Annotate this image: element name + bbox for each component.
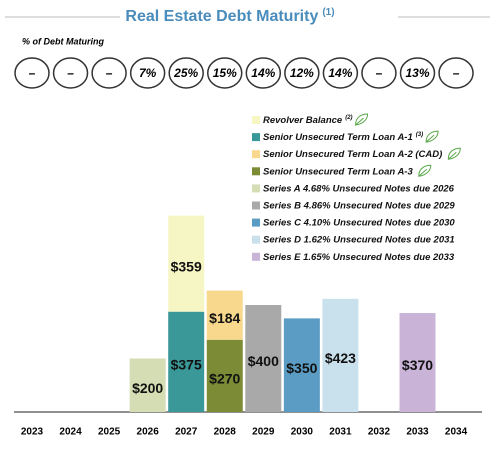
x-tick-label: 2029 (252, 427, 275, 438)
pct-circle (168, 57, 204, 89)
legend-name: Senior Unsecured Term Loan A-2 (CAD) (263, 149, 442, 160)
pct-circle (361, 57, 397, 89)
pct-label: 12% (290, 66, 314, 80)
x-tick-label: 2027 (175, 427, 198, 438)
legend-name: Series D 1.62% Unsecured Notes due 2031 (263, 234, 455, 245)
bar-segment (245, 305, 282, 412)
pct-label: 25% (173, 66, 198, 80)
leaf-icon (355, 113, 369, 126)
legend-swatch (252, 150, 260, 159)
legend-swatch (252, 184, 260, 193)
leaf-icon (447, 147, 461, 160)
x-tick-label: 2024 (59, 427, 82, 438)
x-tick-label: 2028 (214, 427, 237, 438)
value-label: $375 (171, 357, 202, 373)
pct-circle (91, 57, 127, 89)
subtitle: % of Debt Maturing (22, 36, 104, 46)
legend-entry: Series E 1.65% Unsecured Notes due 2033 (263, 251, 455, 262)
legend-footnote: (3) (416, 132, 423, 138)
legend-entry: Senior Unsecured Term Loan A-3 (263, 166, 413, 177)
title-note: (1) (322, 7, 334, 18)
legend-name: Series B 4.86% Unsecured Notes due 2029 (263, 200, 455, 211)
x-tick-label: 2032 (368, 427, 391, 438)
bar-segment (129, 358, 166, 412)
pct-circle (207, 57, 243, 89)
legend-footnote: (2) (345, 115, 352, 121)
bar-segment (168, 215, 205, 312)
bar-segment (206, 290, 243, 340)
bar-segment (168, 311, 205, 412)
value-label: $423 (325, 350, 356, 366)
pct-label: 7% (139, 66, 157, 80)
bar-segment (322, 298, 359, 412)
legend-swatch (252, 116, 260, 124)
chart-title: Real Estate Debt Maturity (1) (125, 7, 334, 26)
pct-label: – (376, 66, 383, 80)
legend-entry: Series A 4.68% Unsecured Notes due 2026 (263, 183, 455, 194)
pct-circle (399, 57, 436, 89)
legend-entry: Series C 4.10% Unsecured Notes due 2030 (263, 217, 455, 228)
legend-entry: Series D 1.62% Unsecured Notes due 2031 (263, 234, 455, 245)
value-label: $400 (248, 353, 279, 369)
pct-label: – (29, 66, 36, 80)
x-tick-label: 2025 (98, 427, 121, 438)
title-text: Real Estate Debt Maturity (125, 8, 318, 25)
value-label: $370 (402, 357, 433, 373)
pct-circle (245, 57, 282, 89)
legend-swatch (252, 167, 260, 176)
bar-segment (206, 339, 243, 412)
value-label: $270 (209, 371, 240, 387)
x-tick-label: 2023 (21, 427, 44, 438)
legend-swatch (252, 218, 260, 227)
legend-swatch (252, 201, 260, 210)
legend-name: Senior Unsecured Term Loan A-1 (263, 132, 413, 143)
pct-label: 13% (405, 66, 429, 80)
pct-label: – (106, 66, 113, 80)
legend-entry: Senior Unsecured Term Loan A-2 (CAD) (263, 149, 442, 160)
x-tick-label: 2030 (291, 427, 314, 438)
legend-name: Senior Unsecured Term Loan A-3 (263, 166, 413, 177)
x-tick-label: 2033 (406, 427, 429, 438)
pct-circle (322, 57, 359, 89)
legend-name: Series C 4.10% Unsecured Notes due 2030 (263, 217, 455, 228)
pct-circle (284, 57, 320, 89)
legend-name: Revolver Balance (263, 115, 343, 126)
leaf-icon (418, 164, 432, 177)
value-label: $184 (209, 310, 240, 326)
value-label: $200 (132, 380, 163, 396)
value-label: $350 (286, 360, 317, 376)
bar-segment (283, 318, 320, 412)
bar-segment (399, 313, 436, 412)
legend-name: Series A 4.68% Unsecured Notes due 2026 (263, 183, 455, 194)
leaf-icon (425, 130, 439, 143)
x-tick-label: 2034 (445, 427, 468, 438)
legend-swatch (252, 235, 260, 244)
x-tick-label: 2026 (137, 427, 160, 438)
pct-label: – (67, 66, 74, 80)
legend-entry: Senior Unsecured Term Loan A-1 (3) (263, 132, 423, 143)
pct-circle (129, 57, 166, 89)
legend-swatch (252, 252, 260, 261)
value-label: $359 (171, 258, 202, 274)
pct-label: 14% (251, 66, 275, 80)
pct-label: 14% (328, 66, 352, 80)
x-tick-label: 2031 (329, 427, 352, 438)
pct-label: 15% (213, 66, 237, 80)
pct-circle (14, 57, 50, 89)
legend-entry: Series B 4.86% Unsecured Notes due 2029 (263, 200, 455, 211)
pct-circle (438, 57, 474, 89)
legend-entry: Revolver Balance (2) (263, 115, 353, 126)
legend-swatch (252, 133, 260, 142)
pct-circle (52, 57, 89, 89)
pct-label: – (453, 66, 460, 80)
legend-name: Series E 1.65% Unsecured Notes due 2033 (263, 251, 455, 262)
